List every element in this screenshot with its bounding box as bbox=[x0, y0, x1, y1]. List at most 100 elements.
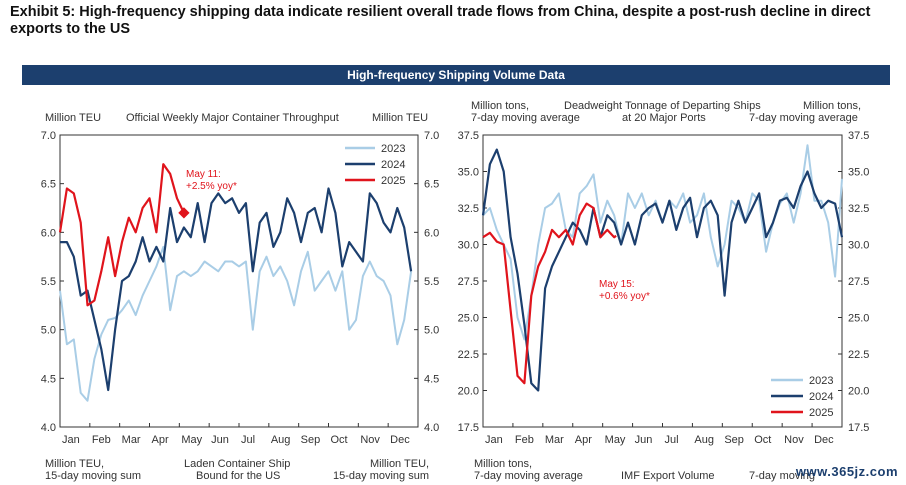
right-series-line-2024 bbox=[481, 148, 844, 392]
legend-label-2023-right: 2023 bbox=[809, 375, 833, 387]
x-tick-label: Apr bbox=[152, 434, 169, 446]
left-header-ylabel-right: Million TEU bbox=[372, 112, 428, 124]
x-tick-label: Feb bbox=[92, 434, 111, 446]
x-tick-label: Sep bbox=[301, 434, 321, 446]
y-tick-label-right: 25.0 bbox=[848, 313, 869, 325]
x-tick-label: Dec bbox=[390, 434, 410, 446]
x-tick-label: Nov bbox=[784, 434, 804, 446]
right-y-axis: 17.5 17.5 20.0 20.0 22.5 22.5 25.0 25.0 27.5 27.5… bbox=[458, 130, 870, 434]
left-footer-yright-1: Million TEU, bbox=[370, 458, 429, 470]
x-tick-label: Dec bbox=[814, 434, 834, 446]
y-tick-label: 6.5 bbox=[41, 179, 56, 191]
y-tick-label: 37.5 bbox=[458, 130, 479, 142]
x-tick-label: Feb bbox=[515, 434, 534, 446]
watermark-logo: www.365jz.com bbox=[795, 464, 898, 479]
left-footer-title-2: Bound for the US bbox=[196, 470, 280, 482]
y-tick-label-right: 4.0 bbox=[424, 422, 439, 434]
legend-label-2024-right: 2024 bbox=[809, 391, 833, 403]
y-tick-label: 5.5 bbox=[41, 276, 56, 288]
left-panel: Million TEU Official Weekly Major Contai… bbox=[41, 112, 440, 482]
exhibit-title: Exhibit 5: High-frequency shipping data … bbox=[10, 4, 871, 37]
y-tick-label: 20.0 bbox=[458, 386, 479, 398]
right-annotation-date: May 15: bbox=[599, 279, 635, 290]
left-series-line-2024 bbox=[60, 187, 413, 392]
y-tick-label: 27.5 bbox=[458, 276, 479, 288]
x-tick-label: Aug bbox=[271, 434, 291, 446]
y-tick-label-right: 27.5 bbox=[848, 276, 869, 288]
y-tick-label: 22.5 bbox=[458, 349, 479, 361]
y-tick-label: 25.0 bbox=[458, 313, 479, 325]
left-series-line-2023 bbox=[59, 245, 413, 402]
right-header-title-2: at 20 Major Ports bbox=[622, 112, 706, 124]
right-panel: Million tons, 7-day moving average Deadw… bbox=[458, 100, 870, 482]
right-footer-ylabel-2: 7-day moving average bbox=[474, 470, 583, 482]
x-tick-label: Mar bbox=[122, 434, 141, 446]
right-series-line-2023 bbox=[482, 144, 843, 341]
left-footer-yright-2: 15-day moving sum bbox=[333, 470, 429, 482]
legend-label-2024: 2024 bbox=[381, 159, 405, 171]
right-header-yright-1: Million tons, bbox=[803, 100, 861, 112]
left-header-title: Official Weekly Major Container Throughp… bbox=[126, 112, 339, 124]
x-tick-label: May bbox=[181, 434, 202, 446]
right-annotation-yoy: +0.6% yoy* bbox=[599, 291, 650, 302]
x-tick-label: Jan bbox=[62, 434, 80, 446]
right-header-title-1: Deadweight Tonnage of Departing Ships bbox=[564, 100, 761, 112]
y-tick-label-right: 30.0 bbox=[848, 240, 869, 252]
right-footer-title: IMF Export Volume bbox=[621, 470, 715, 482]
x-tick-label: Oct bbox=[754, 434, 771, 446]
y-tick-label-right: 4.5 bbox=[424, 373, 439, 385]
x-tick-label: Jun bbox=[211, 434, 229, 446]
right-plot-frame bbox=[482, 134, 843, 428]
right-footer-ylabel-1: Million tons, bbox=[474, 458, 532, 470]
y-tick-label-right: 35.0 bbox=[848, 167, 869, 179]
legend-label-2025: 2025 bbox=[381, 175, 405, 187]
left-y-axis: 4.0 4.0 4.5 4.5 5.0 5.0 5.5 5.5 6.0 6.0 6.5 6.5 7.0 7… bbox=[41, 130, 440, 434]
x-tick-label: Sep bbox=[724, 434, 744, 446]
y-tick-label: 4.0 bbox=[41, 422, 56, 434]
x-tick-label: Jan bbox=[485, 434, 503, 446]
y-tick-label: 7.0 bbox=[41, 130, 56, 142]
y-tick-label-right: 6.5 bbox=[424, 179, 439, 191]
left-annotation-marker bbox=[178, 207, 190, 219]
y-tick-label: 5.0 bbox=[41, 325, 56, 337]
x-tick-label: Mar bbox=[545, 434, 564, 446]
y-tick-label: 30.0 bbox=[458, 240, 479, 252]
right-footer-yright: 7-day moving bbox=[749, 470, 815, 482]
left-legend: 2023 2024 2025 bbox=[345, 143, 405, 187]
y-tick-label-right: 20.0 bbox=[848, 386, 869, 398]
x-tick-label: Oct bbox=[331, 434, 348, 446]
left-footer-ylabel-2: 15-day moving sum bbox=[45, 470, 141, 482]
y-tick-label-right: 5.5 bbox=[424, 276, 439, 288]
legend-label-2025-right: 2025 bbox=[809, 407, 833, 419]
x-tick-label: Aug bbox=[694, 434, 714, 446]
left-footer-ylabel-1: Million TEU, bbox=[45, 458, 104, 470]
left-series-line-2025 bbox=[58, 163, 185, 307]
y-tick-label: 4.5 bbox=[41, 373, 56, 385]
y-tick-label-right: 37.5 bbox=[848, 130, 869, 142]
right-series-line-2025 bbox=[482, 202, 617, 385]
right-header-ylabel-1: Million tons, bbox=[471, 100, 529, 112]
right-x-axis: Jan Feb Mar Apr May Jun Jul Aug Sep Oct Nov Dec bbox=[482, 423, 834, 446]
x-tick-label: May bbox=[605, 434, 626, 446]
left-footer-title-1: Laden Container Ship bbox=[184, 458, 290, 470]
x-tick-label: Jul bbox=[665, 434, 679, 446]
left-annotation-yoy: +2.5% yoy* bbox=[186, 181, 237, 192]
y-tick-label-right: 6.0 bbox=[424, 227, 439, 239]
right-header-yright-2: 7-day moving average bbox=[749, 112, 858, 124]
x-tick-label: Apr bbox=[575, 434, 592, 446]
y-tick-label-right: 7.0 bbox=[424, 130, 439, 142]
chart-banner: High-frequency Shipping Volume Data bbox=[22, 65, 890, 85]
x-tick-label: Jul bbox=[241, 434, 255, 446]
right-series-group bbox=[481, 144, 844, 392]
left-series-group bbox=[58, 163, 413, 402]
y-tick-label: 6.0 bbox=[41, 227, 56, 239]
legend-label-2023: 2023 bbox=[381, 143, 405, 155]
y-tick-label-right: 32.5 bbox=[848, 203, 869, 215]
y-tick-label: 32.5 bbox=[458, 203, 479, 215]
right-header-ylabel-2: 7-day moving average bbox=[471, 112, 580, 124]
left-x-axis: Jan Feb Mar Apr May Jun Jul Aug Sep Oct Nov Dec bbox=[59, 423, 410, 446]
right-legend: 2023 2024 2025 bbox=[771, 375, 833, 419]
y-tick-label: 35.0 bbox=[458, 167, 479, 179]
x-tick-label: Jun bbox=[635, 434, 653, 446]
